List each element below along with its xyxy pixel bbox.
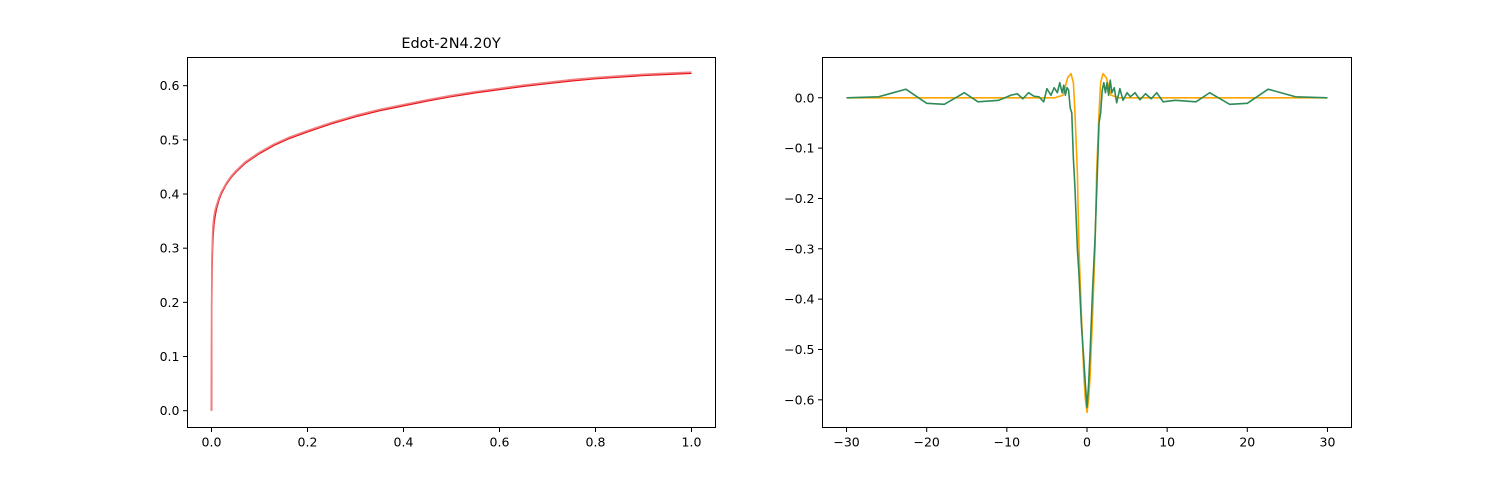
x-tick-label: 0.0 bbox=[202, 435, 222, 450]
y-tick-label: −0.3 bbox=[784, 241, 814, 256]
y-tick-label: −0.2 bbox=[784, 191, 814, 206]
x-tick-label: −30 bbox=[833, 435, 859, 450]
chart-left: Edot-2N4.20Y 0.0 0.2 0.4 0.6 0.8 1.0 0.0 0.1 0.2… bbox=[160, 36, 716, 450]
ticks-layer: 0.0 0.2 0.4 0.6 0.8 1.0 0.0 0.1 0.2 0.3 0.4 0.5 0.6 bbox=[160, 78, 702, 449]
x-tick-label: −20 bbox=[914, 435, 940, 450]
chart-right: −30 −20 −10 0 10 20 30 −0.6 −0.5 −0.4 −0.3 −0.2 −0.1… bbox=[784, 57, 1352, 450]
x-tick-label: 10 bbox=[1159, 435, 1175, 450]
chart-title: Edot-2N4.20Y bbox=[401, 36, 501, 52]
axes-frame bbox=[822, 57, 1352, 428]
y-tick-label: −0.6 bbox=[784, 392, 814, 407]
x-tick-label: 0.4 bbox=[394, 435, 414, 450]
x-tick-label: −10 bbox=[994, 435, 1020, 450]
y-tick-label: −0.5 bbox=[784, 342, 814, 357]
y-tick-label: −0.1 bbox=[784, 141, 814, 156]
series-layer bbox=[210, 71, 692, 411]
series-line-1 bbox=[846, 79, 1328, 409]
series-line-0 bbox=[210, 72, 692, 411]
y-tick-label: 0.5 bbox=[160, 132, 180, 147]
x-tick-label: 0 bbox=[1083, 435, 1091, 450]
y-tick-label: −0.4 bbox=[784, 292, 814, 307]
y-tick-label: 0.0 bbox=[795, 90, 815, 105]
y-tick-label: 0.2 bbox=[160, 295, 180, 310]
series-line-1 bbox=[210, 71, 692, 411]
y-tick-label: 0.3 bbox=[160, 241, 180, 256]
x-tick-label: 30 bbox=[1320, 435, 1336, 450]
series-line-0 bbox=[846, 72, 1328, 414]
x-tick-label: 0.8 bbox=[586, 435, 606, 450]
y-tick-label: 0.1 bbox=[160, 349, 180, 364]
y-tick-label: 0.6 bbox=[160, 78, 180, 93]
ticks-layer: −30 −20 −10 0 10 20 30 −0.6 −0.5 −0.4 −0.3 −0.2 −0.1… bbox=[784, 90, 1335, 449]
x-tick-label: 0.2 bbox=[298, 435, 318, 450]
x-tick-label: 0.6 bbox=[490, 435, 510, 450]
x-tick-label: 20 bbox=[1239, 435, 1255, 450]
y-tick-label: 0.0 bbox=[160, 403, 180, 418]
series-layer bbox=[846, 72, 1328, 414]
axes-frame bbox=[187, 57, 716, 428]
x-tick-label: 1.0 bbox=[682, 435, 702, 450]
y-tick-label: 0.4 bbox=[160, 187, 180, 202]
